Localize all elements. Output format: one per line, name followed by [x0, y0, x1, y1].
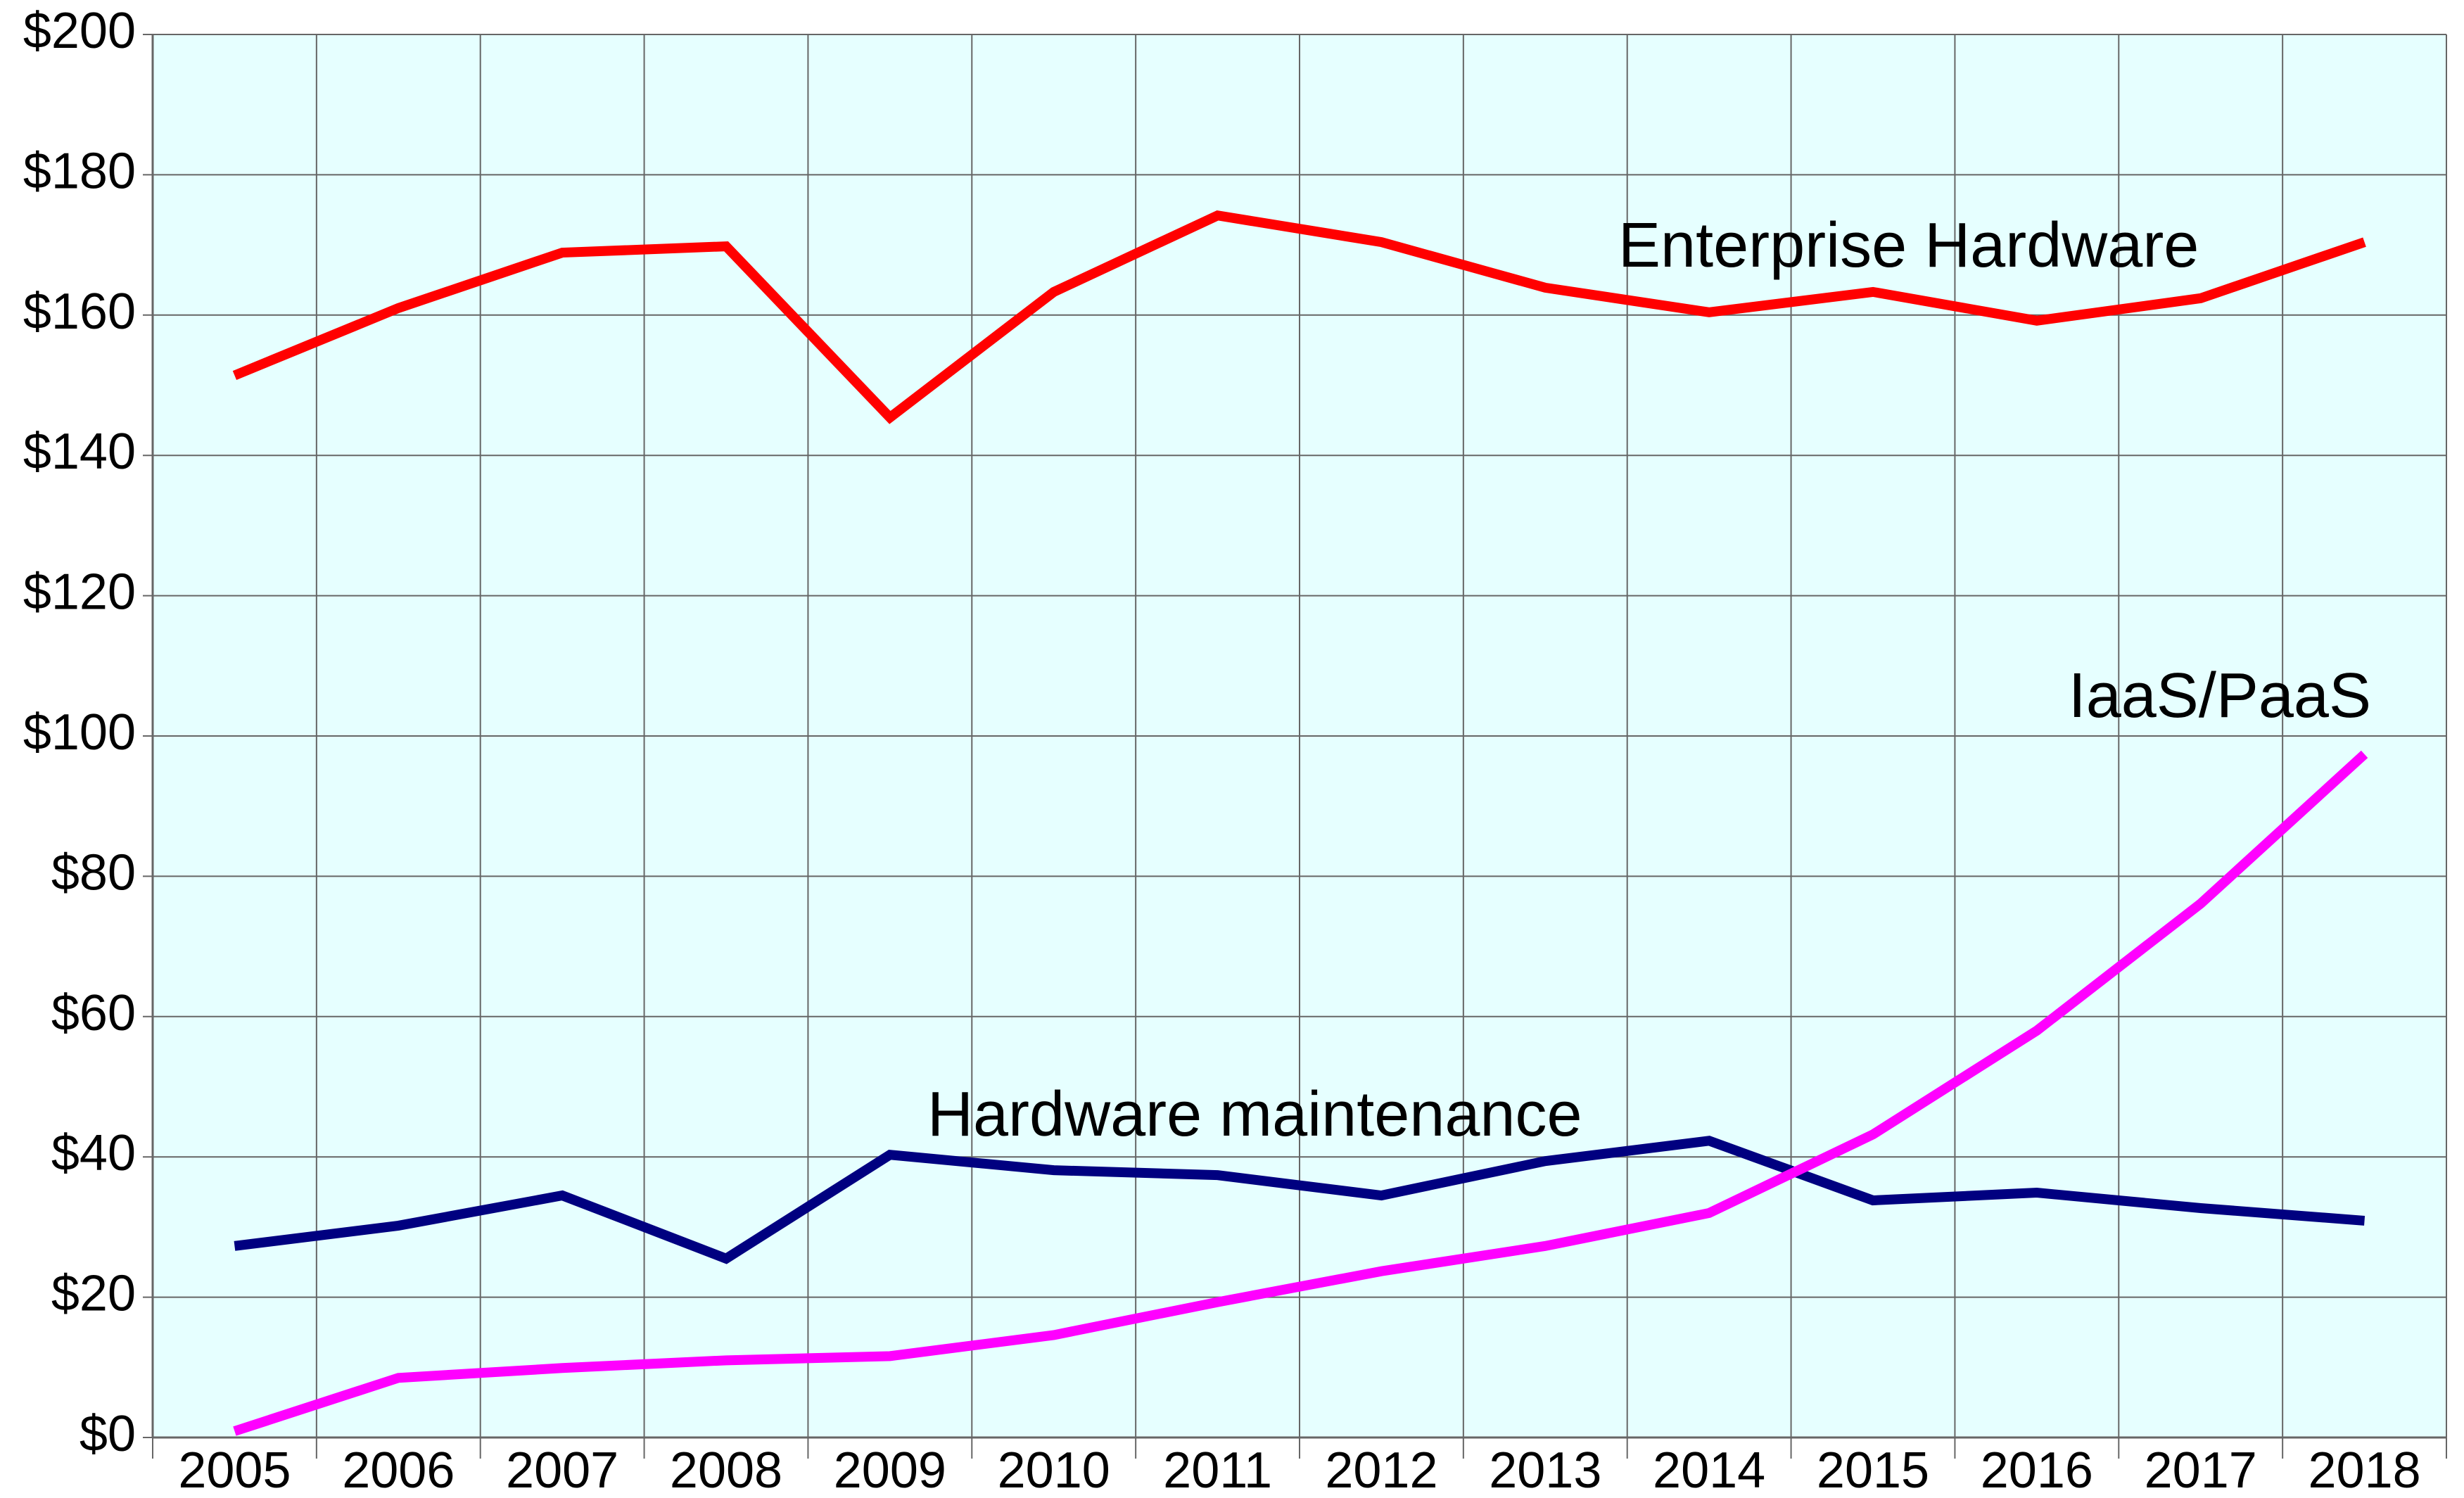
x-tick-label: 2010	[998, 1442, 1110, 1498]
x-tick-label: 2005	[178, 1442, 291, 1498]
x-tick-label: 2014	[1653, 1442, 1765, 1498]
x-tick-label: 2011	[1163, 1442, 1272, 1498]
series-label: Hardware maintenance	[927, 1079, 1582, 1150]
x-tick-label: 2017	[2145, 1442, 2257, 1498]
y-tick-label: $180	[23, 143, 136, 199]
series-line	[234, 1136, 2365, 1264]
series-label: IaaS/PaaS	[2069, 661, 2371, 731]
y-tick-label: $160	[23, 284, 136, 340]
x-tick-label: 2006	[342, 1442, 455, 1498]
x-tick-label: 2016	[1981, 1442, 2093, 1498]
x-tick-label: 2018	[2308, 1442, 2420, 1498]
x-tick-label: 2012	[1325, 1442, 1437, 1498]
series-line	[233, 750, 2368, 1436]
y-tick-label: $80	[51, 844, 136, 901]
y-tick-label: $60	[51, 985, 136, 1041]
x-tick-label: 2015	[1817, 1442, 1929, 1498]
y-tick-label: $40	[51, 1125, 136, 1181]
y-tick-label: $200	[23, 3, 136, 59]
x-tick-label: 2013	[1489, 1442, 1601, 1498]
series-line	[232, 210, 2366, 424]
y-tick-label: $140	[23, 424, 136, 480]
y-tick-label: $100	[23, 704, 136, 761]
series-label: Enterprise Hardware	[1618, 210, 2199, 281]
y-tick-label: $0	[80, 1406, 136, 1462]
x-tick-label: 2007	[506, 1442, 618, 1498]
y-tick-label: $120	[23, 564, 136, 621]
x-tick-label: 2009	[834, 1442, 946, 1498]
x-tick-label: 2008	[670, 1442, 782, 1498]
y-tick-label: $20	[51, 1266, 136, 1322]
